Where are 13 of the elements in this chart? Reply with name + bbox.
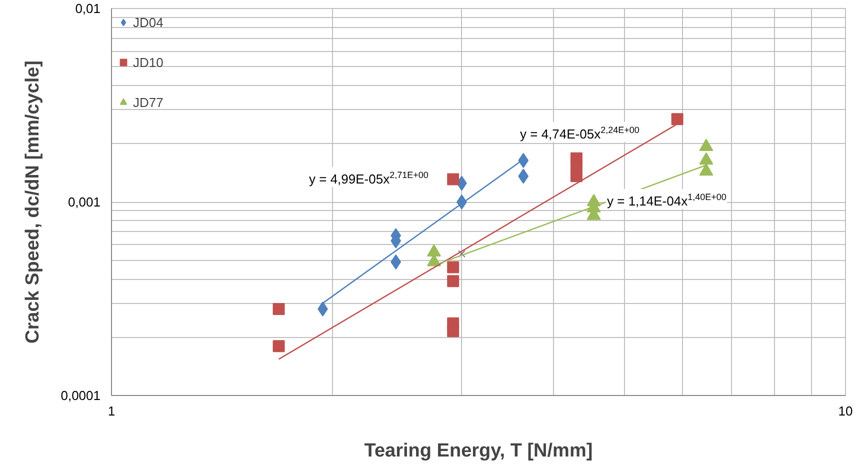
y-axis-title: Crack Speed, dc/dN [mm/cycle] bbox=[22, 60, 44, 344]
x-tick-label: 10 bbox=[838, 404, 853, 418]
legend-label: JD04 bbox=[133, 14, 164, 30]
x-axis-title: Tearing Energy, T [N/mm] bbox=[364, 440, 593, 462]
y-tick-label: 0,001 bbox=[68, 194, 101, 210]
y-tick-label: 0,0001 bbox=[60, 388, 101, 403]
annotation: y = 4,74E-05x$^{2,24E+00}$ bbox=[519, 122, 640, 142]
x-tick-label: 1 bbox=[108, 404, 116, 418]
legend-label: JD77 bbox=[133, 94, 164, 110]
annotation: y = 1,14E-04x$^{1,40E+00}$ bbox=[606, 189, 728, 210]
annotation: y = 4,99E-05x$^{2,71E+00}$ bbox=[308, 167, 430, 188]
y-tick-label: 0,01 bbox=[75, 1, 101, 16]
legend-label: JD10 bbox=[133, 54, 164, 70]
